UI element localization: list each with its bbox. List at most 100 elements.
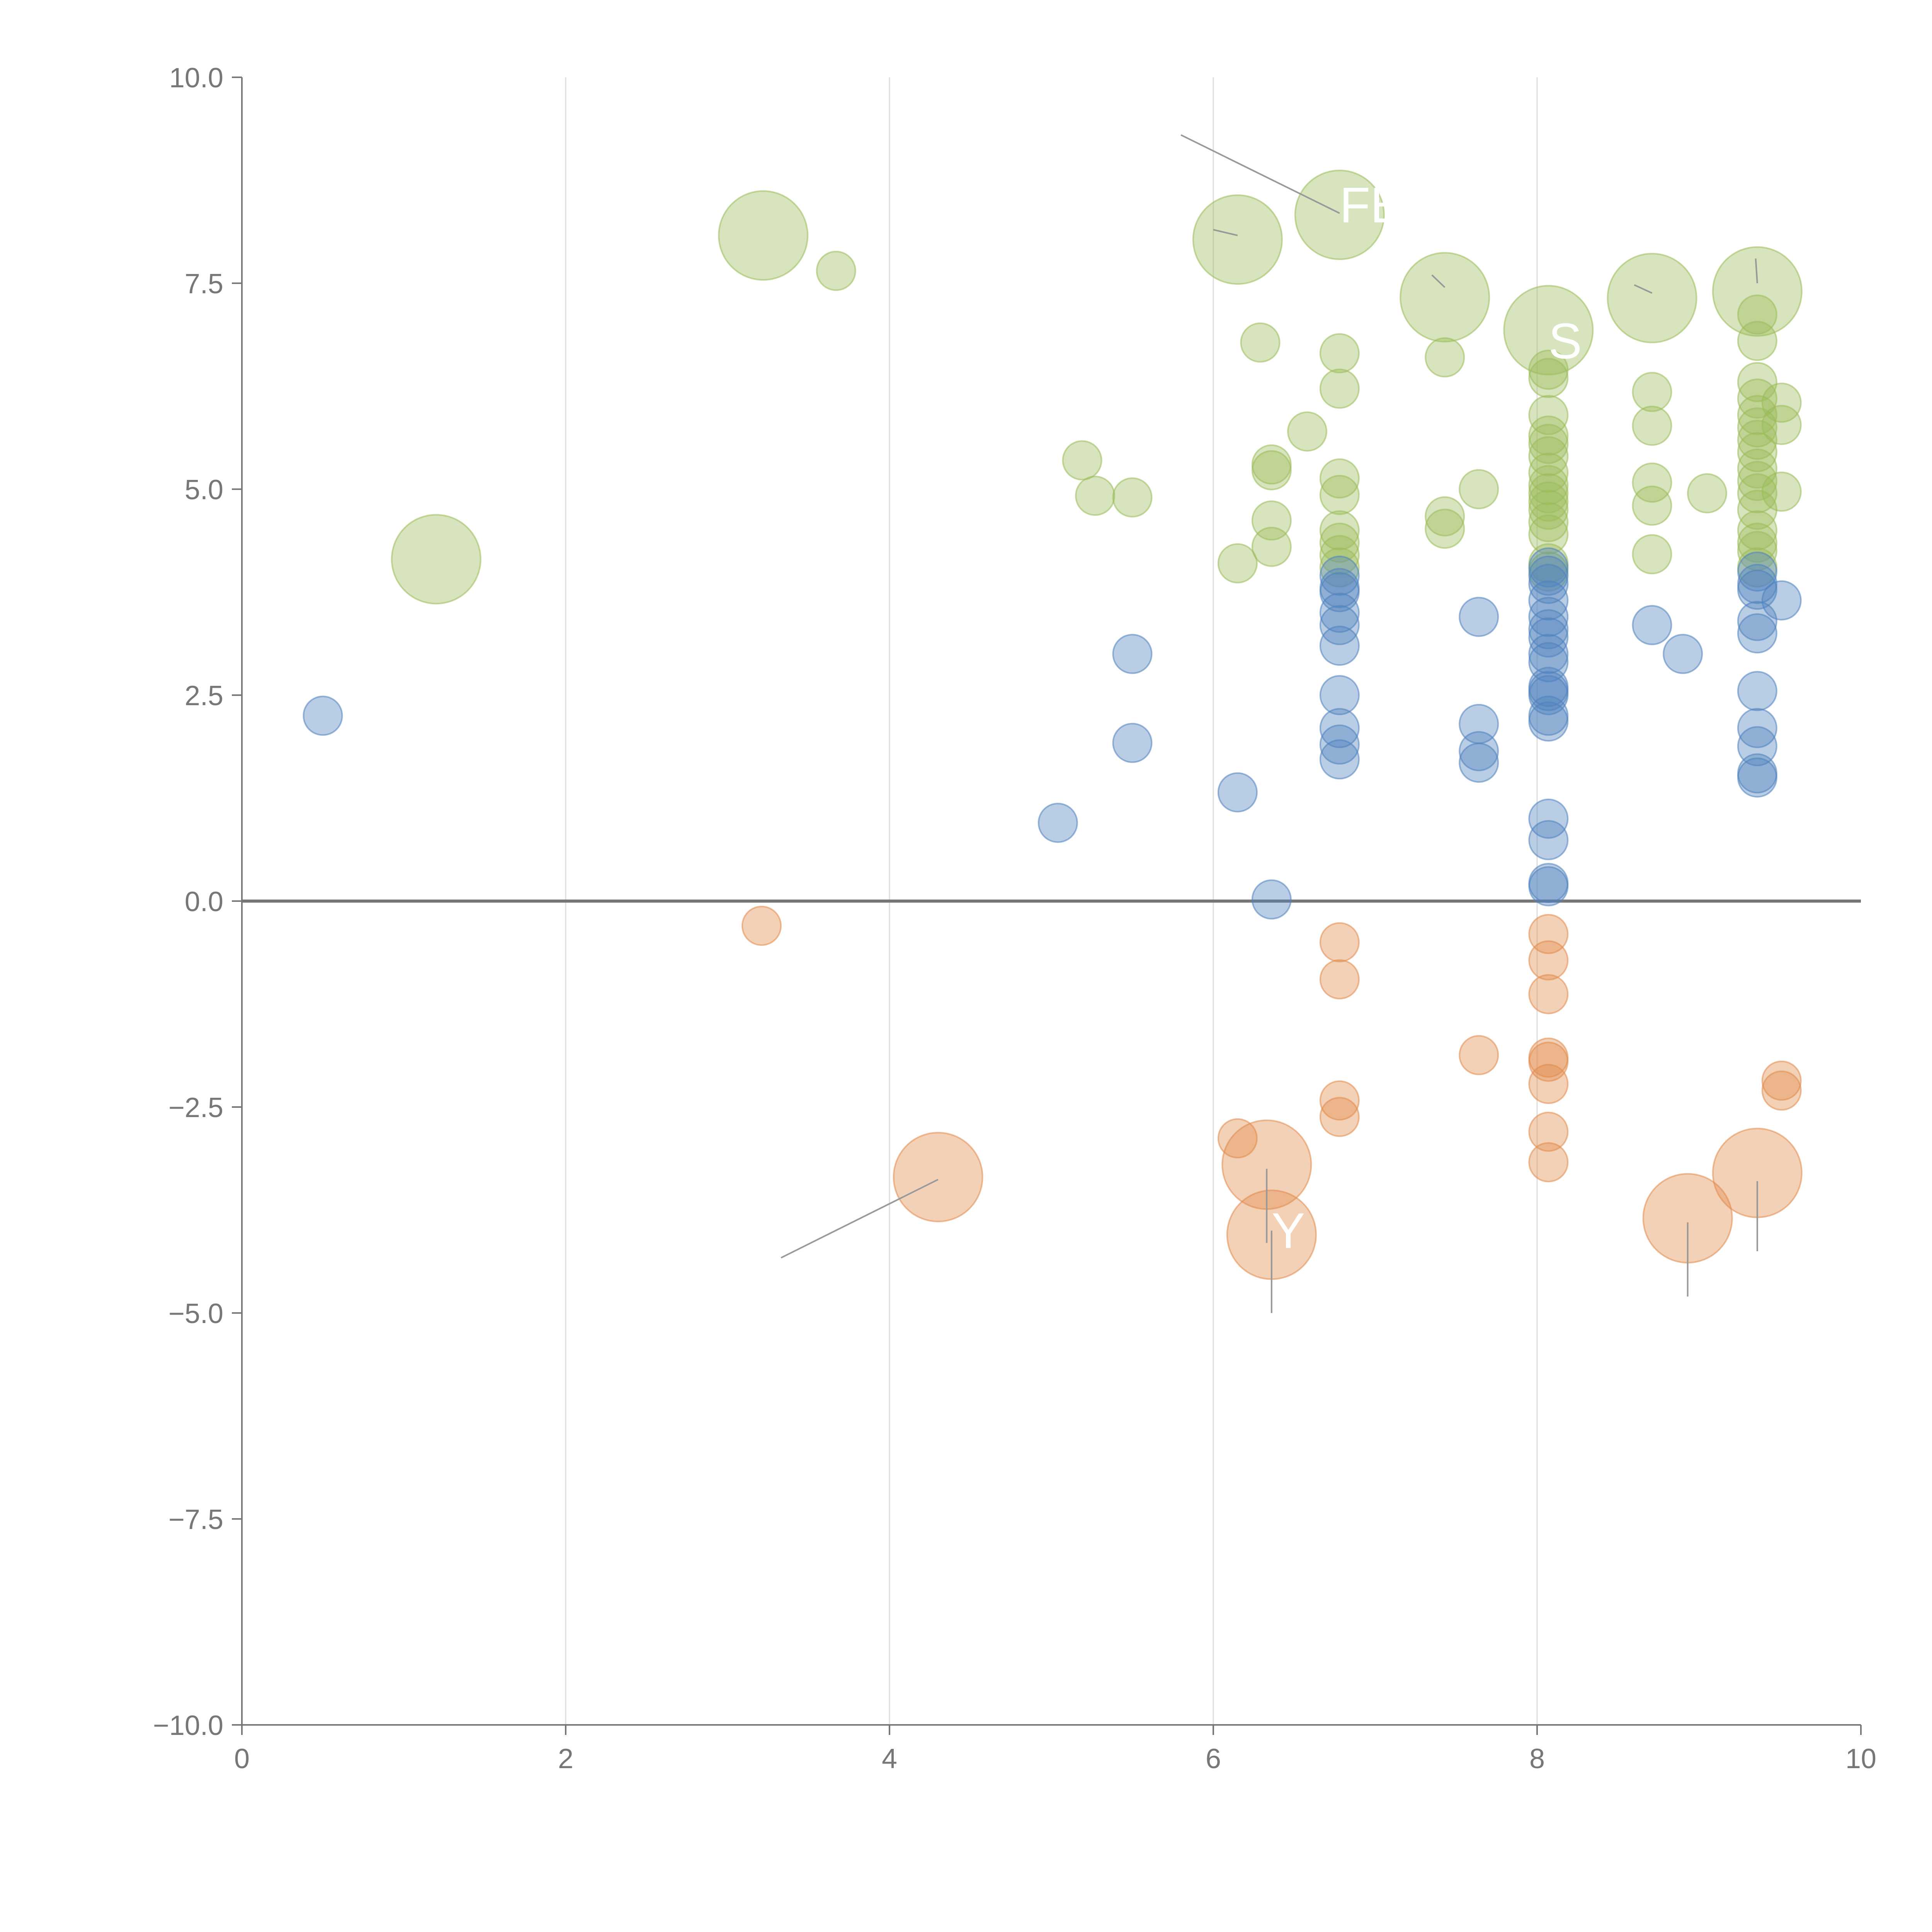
blue-point	[1528, 798, 1569, 839]
x-tick-label: 6	[1206, 1743, 1221, 1774]
blue-point	[1528, 696, 1569, 736]
green-point	[1319, 368, 1360, 409]
y-tick-label: −10.0	[153, 1710, 223, 1741]
green-point	[1240, 322, 1281, 363]
blue-point	[1319, 675, 1360, 715]
orange-point	[893, 1132, 983, 1223]
green-point	[1528, 481, 1569, 522]
y-tick-label: 0.0	[185, 886, 223, 917]
blue-point	[1528, 580, 1569, 621]
blue-point	[303, 696, 343, 736]
green-point	[1528, 452, 1569, 493]
orange-point	[1319, 959, 1360, 1000]
blue-point	[1528, 564, 1569, 604]
blue-point	[1459, 731, 1499, 771]
green-point	[1294, 170, 1385, 260]
green-point	[1319, 535, 1360, 575]
green-point	[1737, 420, 1777, 460]
green-point	[1687, 473, 1727, 514]
green-point	[1287, 411, 1328, 452]
blue-point	[1528, 820, 1569, 861]
x-tick-label: 10	[1845, 1743, 1876, 1774]
green-point	[718, 190, 809, 281]
blue-point	[1319, 592, 1360, 633]
green-point	[1712, 246, 1803, 337]
y-tick-label: 5.0	[185, 474, 223, 505]
green-point	[1737, 362, 1777, 402]
y-tick-label: −7.5	[168, 1504, 223, 1535]
blue-point	[1528, 597, 1569, 637]
blue-point	[1319, 605, 1360, 645]
green-point	[1528, 502, 1569, 543]
blue-point	[1459, 597, 1499, 637]
orange-point	[1761, 1060, 1802, 1101]
blue-point	[1319, 739, 1360, 780]
point-label: FE	[1340, 177, 1404, 233]
y-tick-label: 7.5	[185, 269, 223, 299]
blue-point	[1319, 572, 1360, 612]
x-tick-label: 4	[882, 1743, 897, 1774]
blue-point	[1319, 555, 1360, 596]
blue-point	[1251, 879, 1292, 920]
orange-point	[1528, 974, 1569, 1014]
green-point	[1251, 450, 1292, 490]
blue-point	[1737, 601, 1777, 641]
leader-line	[1755, 258, 1758, 284]
blue-point	[1737, 551, 1777, 592]
blue-point	[1528, 642, 1569, 682]
green-point	[1319, 522, 1360, 563]
data-points	[303, 170, 1803, 1280]
leader-line	[1180, 134, 1340, 214]
leader-lines	[781, 134, 1758, 1313]
x-tick-label: 0	[234, 1743, 250, 1774]
blue-point	[1528, 701, 1569, 742]
green-point	[1528, 423, 1569, 464]
green-point	[1459, 469, 1499, 509]
axes: 0 2 4 6 8 10 10.0 7.5 5.0 2.5 0.0 −2.5 −5.0 −7.5 −10.0	[153, 63, 1876, 1774]
blue-point	[1528, 547, 1569, 588]
x-tick-label: 8	[1529, 1743, 1545, 1774]
orange-point	[1528, 940, 1569, 981]
green-point	[1737, 473, 1777, 514]
green-point	[1062, 440, 1102, 481]
blue-point	[1037, 803, 1078, 843]
x-tick-label: 2	[558, 1743, 573, 1774]
blue-point	[1459, 742, 1499, 783]
green-point	[1528, 465, 1569, 505]
blue-point	[1217, 772, 1258, 813]
green-point	[1737, 378, 1777, 419]
blue-point	[1737, 708, 1777, 748]
green-point	[816, 251, 856, 291]
green-point	[1528, 490, 1569, 530]
blue-point	[1737, 564, 1777, 604]
green-point	[1632, 372, 1672, 412]
orange-point	[1528, 1111, 1569, 1152]
green-point	[1112, 477, 1153, 518]
green-point	[1632, 534, 1672, 575]
blue-point	[1761, 580, 1802, 621]
green-point	[1632, 462, 1672, 503]
y-tick-label: 2.5	[185, 680, 223, 711]
green-point	[1737, 522, 1777, 563]
blue-point	[1737, 613, 1777, 654]
y-tick-label: −2.5	[168, 1092, 223, 1123]
orange-point	[1528, 1064, 1569, 1104]
point-labels: FE S Y	[1272, 177, 1582, 1259]
orange-point	[1459, 1035, 1499, 1075]
blue-point	[1632, 605, 1672, 645]
point-label: S	[1548, 313, 1582, 369]
orange-point	[1319, 1097, 1360, 1137]
green-point	[1737, 395, 1777, 435]
green-point	[1607, 253, 1697, 344]
blue-point	[1663, 634, 1703, 674]
blue-point	[1112, 723, 1153, 763]
green-point	[1737, 432, 1777, 473]
green-point	[1425, 496, 1465, 537]
orange-point	[1761, 1070, 1802, 1111]
y-tick-label: 10.0	[169, 63, 223, 94]
blue-point	[1319, 708, 1360, 748]
green-point	[1737, 461, 1777, 501]
orange-point	[1528, 1041, 1569, 1082]
blue-point	[1737, 671, 1777, 711]
